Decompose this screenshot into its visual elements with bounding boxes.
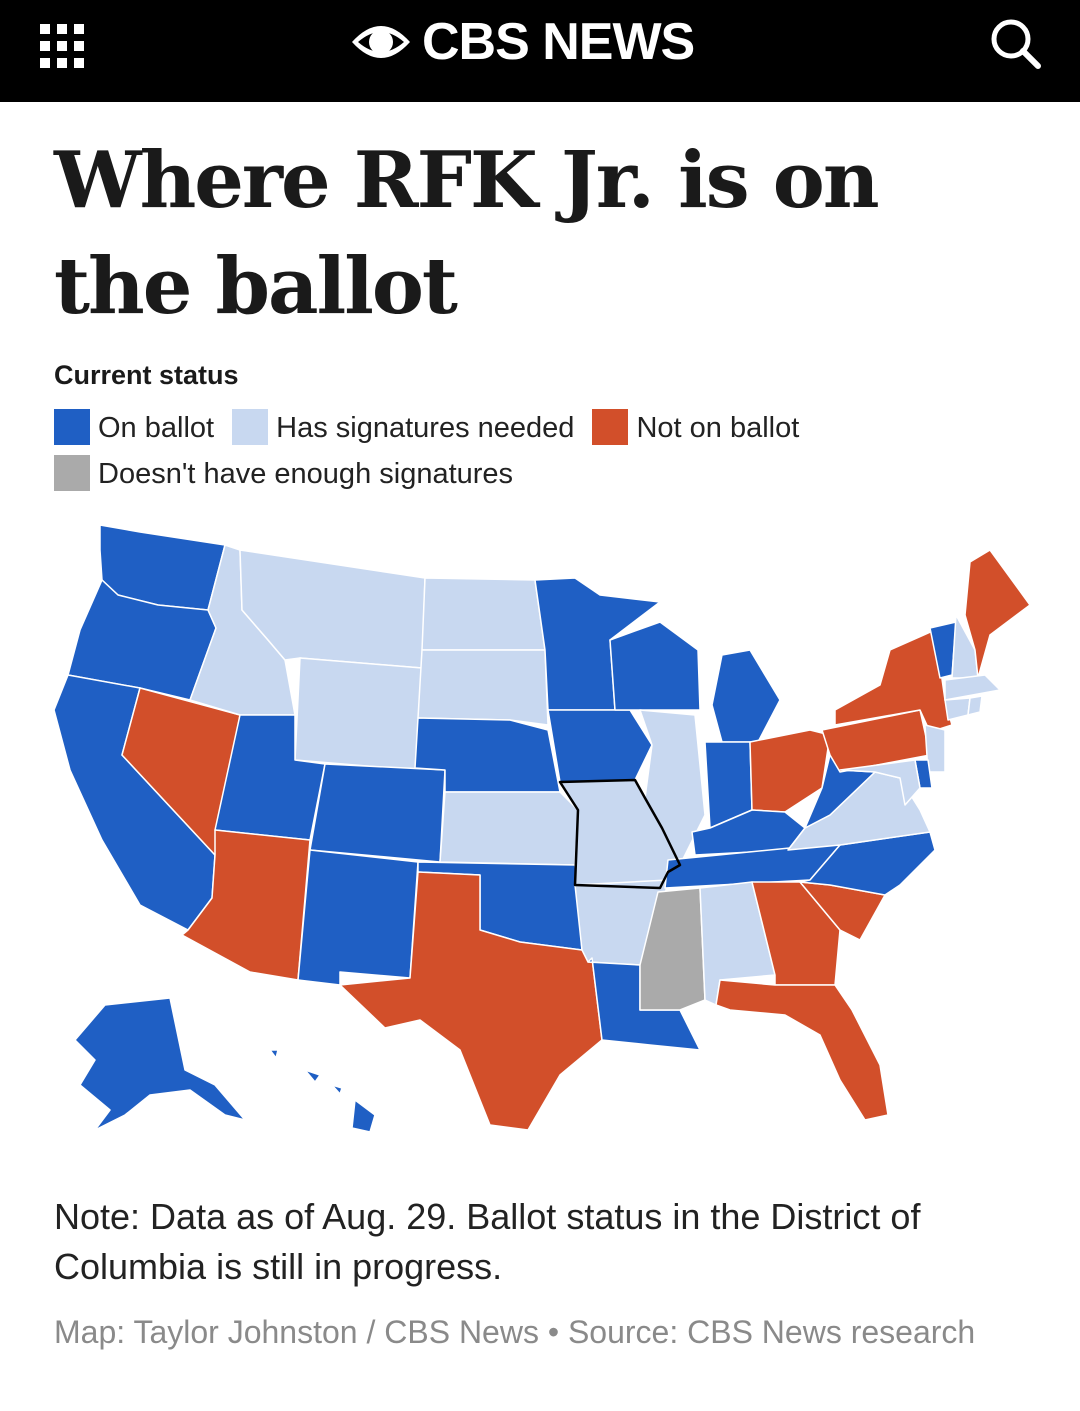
us-map-svg [53,524,1031,1133]
legend-label: Not on ballot [636,412,800,444]
legend-item-has-signatures: Has signatures needed [232,409,582,445]
legend-item-not-enough-signatures: Doesn't have enough signatures [54,455,514,491]
state-wy[interactable] [294,657,423,771]
state-ma[interactable] [944,674,1001,701]
cbs-news-logo[interactable]: CBS NEWS [350,12,730,72]
cbs-eye-icon [352,26,410,58]
state-tx[interactable] [339,871,603,1131]
article-headline: Where RFK Jr. is on the ballot [54,135,880,332]
legend-swatch [54,409,90,445]
map-legend: Current status On ballot Has signatures … [54,360,1034,497]
legend-label: Has signatures needed [276,412,575,444]
legend-item-on-ballot: On ballot [54,409,222,445]
state-co[interactable] [309,763,446,863]
state-nd[interactable] [421,577,546,651]
legend-swatch [592,409,629,445]
state-mi[interactable] [711,649,781,743]
map-credit: Map: Taylor Johnston / CBS News • Source… [54,1314,976,1350]
legend-label: Doesn't have enough signatures [98,458,514,490]
state-nm[interactable] [297,849,419,986]
legend-swatch [54,455,90,491]
state-sd[interactable] [417,649,549,726]
state-md[interactable] [839,759,921,806]
grid-menu-icon[interactable] [38,22,86,70]
search-icon[interactable] [988,16,1042,70]
state-hi[interactable] [269,1049,376,1133]
legend-swatch [232,409,269,445]
top-navigation-bar: CBS NEWS [0,0,1080,102]
legend-item-not-on-ballot: Not on ballot [592,409,800,445]
state-ct[interactable] [944,697,971,721]
map-note: Note: Data as of Aug. 29. Ballot status … [54,1196,921,1287]
state-wi[interactable] [609,621,701,711]
state-nj[interactable] [924,724,946,773]
state-ri[interactable] [967,695,983,716]
state-me[interactable] [964,549,1031,679]
state-ks[interactable] [439,791,579,866]
state-fl[interactable] [715,979,889,1121]
logo-text: CBS NEWS [422,13,695,71]
state-ia[interactable] [547,709,653,783]
state-ak[interactable] [74,997,246,1131]
legend-items: On ballot Has signatures needed Not on b… [54,405,814,497]
legend-label: On ballot [98,412,215,444]
us-ballot-status-map [40,510,1040,1150]
highlighted-state-outline [558,778,682,890]
state-ky[interactable] [691,809,806,856]
legend-title: Current status [54,360,239,390]
